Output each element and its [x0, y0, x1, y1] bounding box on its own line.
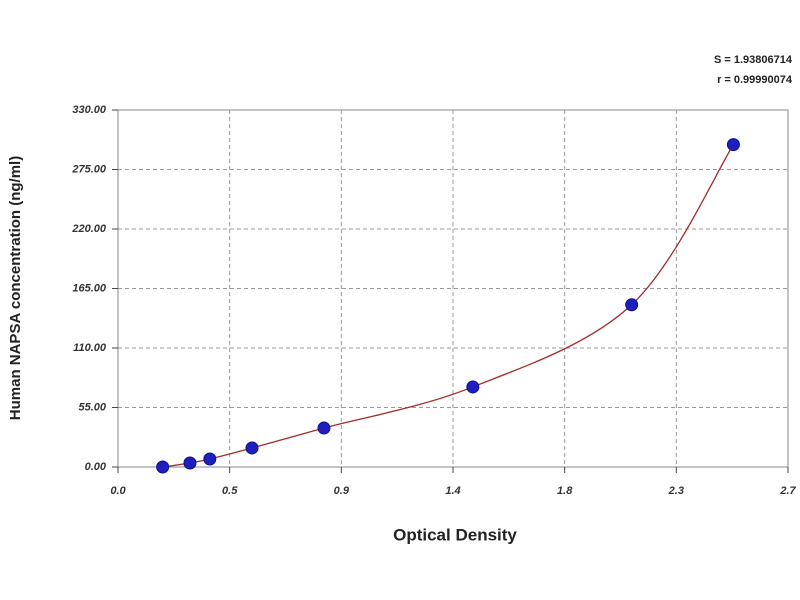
data-point [245, 441, 259, 455]
data-point [156, 460, 170, 474]
data-point [317, 421, 331, 435]
annotation: r = 0.99990074 [717, 74, 793, 86]
y-tick-label: 220.00 [71, 223, 107, 235]
x-tick-label: 0.0 [110, 485, 126, 497]
y-tick-label: 110.00 [73, 342, 107, 354]
y-tick-label: 165.00 [72, 282, 107, 294]
y-tick-label: 0.00 [85, 461, 107, 473]
x-tick-label: 2.3 [668, 485, 684, 497]
y-tick-label: 275.00 [71, 163, 107, 175]
data-point [625, 298, 639, 312]
data-point [183, 456, 197, 470]
x-tick-label: 0.5 [222, 485, 238, 497]
annotation: S = 1.93806714 [714, 54, 793, 66]
y-axis-label: Human NAPSA concentration (ng/ml) [7, 156, 24, 420]
x-tick-label: 1.8 [557, 485, 573, 497]
data-point [466, 380, 480, 394]
y-tick-label: 55.00 [78, 401, 106, 413]
x-tick-label: 1.4 [445, 485, 460, 497]
x-tick-label: 2.7 [779, 485, 796, 497]
data-point [203, 452, 217, 466]
x-tick-label: 0.9 [334, 485, 350, 497]
data-point [726, 138, 740, 152]
x-axis-label: Optical Density [393, 525, 517, 544]
y-tick-label: 330.00 [72, 104, 107, 116]
